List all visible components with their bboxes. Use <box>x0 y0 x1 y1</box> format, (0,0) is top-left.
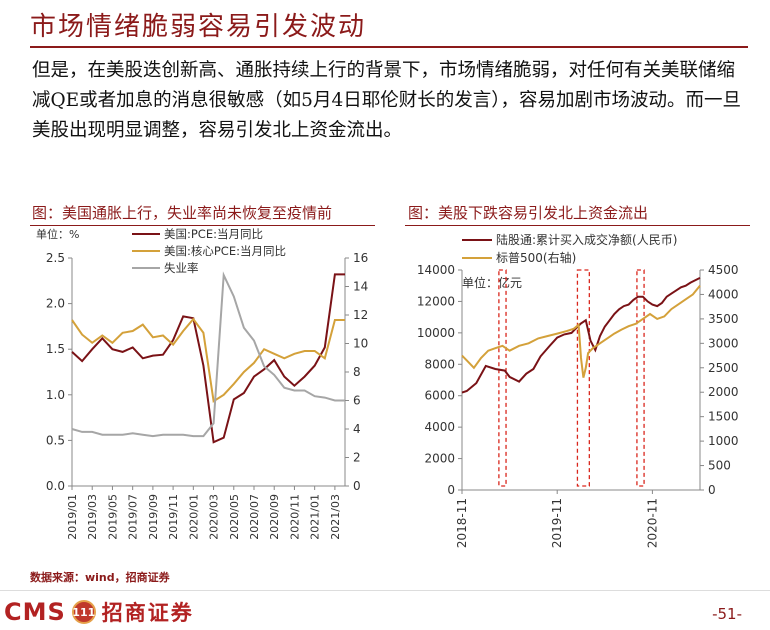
chart2-left-tick-label: 8000 <box>424 357 455 371</box>
chart1-unit-label: 单位：% <box>36 227 79 241</box>
chart2-right-tick-label: 2000 <box>708 385 739 399</box>
chart1-x-tick-label: 2020/09 <box>268 494 281 540</box>
chart2-left-tick-label: 10000 <box>417 326 455 340</box>
chart1-right-tick-label: 10 <box>353 337 368 351</box>
chart1-right-tick-label: 0 <box>353 479 361 493</box>
chart2-right-tick-label: 4000 <box>708 287 739 301</box>
chart2-title: 图：美股下跌容易引发北上资金流出 <box>408 204 649 222</box>
chart2-highlight-box <box>498 269 507 487</box>
chart1-x-tick-label: 2020/11 <box>288 494 301 540</box>
logo-cn-text: 招商证券 <box>101 600 194 625</box>
title-divider <box>30 46 748 48</box>
chart2-right-tick-label: 0 <box>708 483 716 497</box>
chart2-left-tick-label: 12000 <box>417 294 455 308</box>
body-paragraph: 但是，在美股迭创新高、通胀持续上行的背景下，市场情绪脆弱，对任何有关美联储缩减Q… <box>32 60 741 141</box>
chart1-left-tick-label: 0.5 <box>46 433 65 447</box>
chart1-left-tick-label: 1.5 <box>46 342 65 356</box>
chart1-x-tick-label: 2019/09 <box>147 494 160 540</box>
chart1-legend-label: 美国:PCE:当月同比 <box>164 227 263 241</box>
chart1-right-tick-label: 14 <box>353 280 368 294</box>
chart1-x-tick-label: 2019/11 <box>167 494 180 540</box>
chart1-x-tick-label: 2021/03 <box>329 494 342 540</box>
chart1-left-tick-label: 0.0 <box>46 479 65 493</box>
chart2-right-tick-label: 3000 <box>708 336 739 350</box>
chart1-right-tick-label: 8 <box>353 365 361 379</box>
chart2-left-tick-label: 14000 <box>417 263 455 277</box>
chart1-right-tick-label: 12 <box>353 308 368 322</box>
chart2-unit-label: 单位：亿元 <box>462 275 522 290</box>
chart2-right-tick-label: 4500 <box>708 263 739 277</box>
chart1-right-tick-label: 16 <box>353 251 368 265</box>
logo-cms-text: CMS <box>4 598 66 626</box>
chart2-right-tick-label: 2500 <box>708 361 739 375</box>
chart2-highlight-box <box>636 269 645 487</box>
chart1-x-tick-label: 2020/03 <box>208 494 221 540</box>
chart2-x-tick-label: 2019-11 <box>550 498 564 548</box>
page-number: -51- <box>712 605 742 623</box>
chart1-series-line-2 <box>71 317 345 403</box>
chart1-series-line-3 <box>71 271 345 438</box>
chart1-x-tick-label: 2019/05 <box>106 494 119 540</box>
chart2-x-tick-label: 2020-11 <box>645 498 659 548</box>
brand-logo: CMS 111 招商证券 <box>4 597 194 627</box>
chart1-x-tick-label: 2019/07 <box>127 494 140 540</box>
chart1-x-tick-label: 2020/05 <box>228 494 241 540</box>
logo-badge-icon: 111 <box>71 600 96 624</box>
chart1-divider <box>30 225 375 226</box>
chart2-x-tick-label: 2018-11 <box>455 498 469 548</box>
footer-divider <box>0 590 770 591</box>
chart2-left-tick-label: 2000 <box>424 452 455 466</box>
source-note: 数据来源：wind，招商证券 <box>30 571 170 584</box>
chart1-x-tick-label: 2020/07 <box>248 494 261 540</box>
chart1-left-tick-label: 2.5 <box>46 251 65 265</box>
chart1-x-tick-label: 2020/01 <box>187 494 200 540</box>
chart2-right-tick-label: 1000 <box>708 434 739 448</box>
page-title: 市场情绪脆弱容易引发波动 <box>30 12 367 42</box>
chart2-left-tick-label: 0 <box>447 483 455 497</box>
chart1-right-tick-label: 2 <box>353 451 361 465</box>
chart1-title: 图：美国通胀上行，失业率尚未恢复至疫情前 <box>32 204 333 222</box>
chart1-x-tick-label: 2019/01 <box>66 494 79 540</box>
chart2-legend-label: 陆股通:累计买入成交净额(人民币) <box>496 232 677 247</box>
chart2-series-line-2 <box>461 284 701 378</box>
chart2-right-tick-label: 3500 <box>708 312 739 326</box>
chart1-right-tick-label: 4 <box>353 422 361 436</box>
chart2-right-tick-label: 1500 <box>708 410 739 424</box>
chart1-legend-label: 美国:核心PCE:当月同比 <box>164 244 286 258</box>
chart1-right-tick-label: 6 <box>353 394 361 408</box>
chart2-right-tick-label: 500 <box>708 459 731 473</box>
chart1-left-tick-label: 2.0 <box>46 297 65 311</box>
chart1-left-tick-label: 1.0 <box>46 388 65 402</box>
chart2-highlight-box <box>576 269 590 487</box>
chart1-series-line-1 <box>71 273 345 444</box>
chart2-left-tick-label: 6000 <box>424 389 455 403</box>
chart1-x-tick-label: 2021/01 <box>309 494 322 540</box>
chart2-series-line-1 <box>461 277 701 394</box>
chart1-legend-label: 失业率 <box>164 261 199 275</box>
chart1-x-tick-label: 2019/03 <box>86 494 99 540</box>
chart2-divider <box>405 225 750 226</box>
chart2-legend-label: 标普500(右轴) <box>496 250 576 265</box>
chart2-left-tick-label: 4000 <box>424 420 455 434</box>
